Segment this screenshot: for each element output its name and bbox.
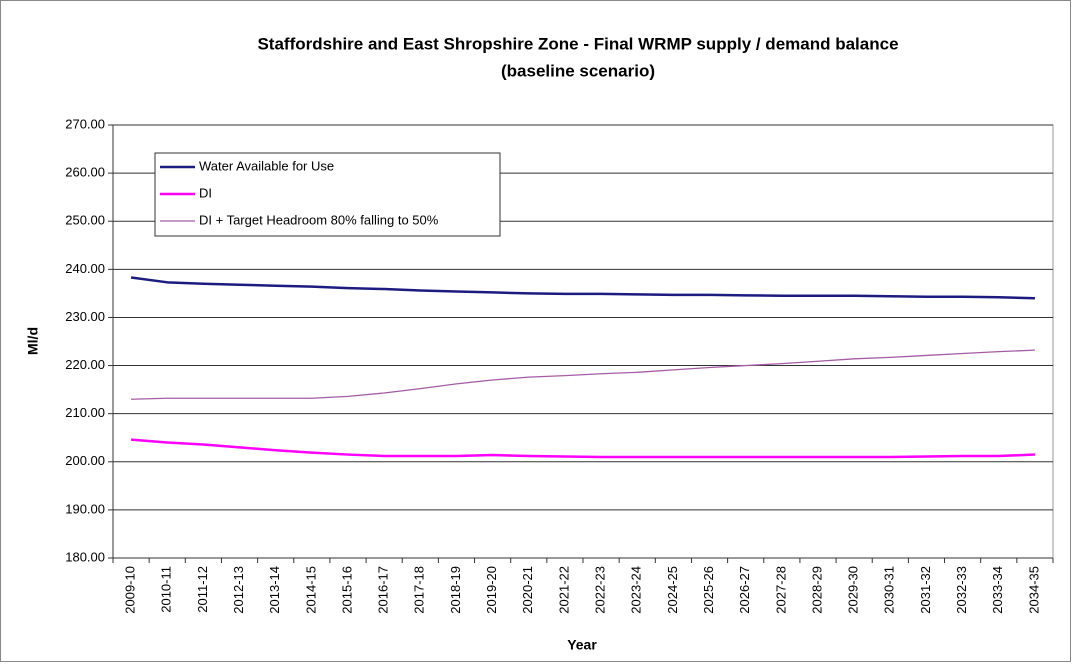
chart-title: Staffordshire and East Shropshire Zone -… [257, 34, 898, 53]
legend-label: Water Available for Use [199, 158, 334, 173]
series-line [131, 349, 1035, 400]
series-line [130, 276, 1035, 300]
x-tick-label: 2027-28 [773, 566, 788, 614]
y-tick-label: 230.00 [65, 309, 105, 324]
y-tick-label: 250.00 [65, 213, 105, 228]
legend-box [154, 152, 501, 237]
x-tick-label: 2013-14 [267, 566, 282, 614]
legend-label: DI [199, 185, 212, 200]
x-tick-label: 2032-33 [954, 566, 969, 614]
x-tick-label: 2033-34 [990, 566, 1005, 614]
y-tick-label: 180.00 [65, 549, 105, 564]
x-tick-label: 2010-11 [159, 566, 174, 613]
x-tick-label: 2009-10 [123, 566, 138, 614]
y-axis-title: Ml/d [25, 327, 41, 355]
y-tick-label: 210.00 [65, 405, 105, 420]
x-tick-label: 2024-25 [665, 566, 680, 614]
x-tick-label: 2021-22 [556, 566, 571, 614]
x-tick-label: 2012-13 [231, 566, 246, 614]
x-tick-label: 2028-29 [809, 566, 824, 614]
x-tick-label: 2030-31 [882, 566, 897, 614]
y-tick-label: 270.00 [65, 116, 105, 131]
x-tick-label: 2034-35 [1026, 566, 1041, 614]
y-tick-label: 190.00 [65, 501, 105, 516]
y-tick-label: 220.00 [65, 357, 105, 372]
y-tick-label: 260.00 [65, 165, 105, 180]
x-tick-label: 2019-20 [484, 566, 499, 614]
x-tick-label: 2018-19 [448, 566, 463, 614]
x-tick-label: 2016-17 [376, 566, 391, 614]
legend-label: DI + Target Headroom 80% falling to 50% [199, 212, 439, 227]
x-tick-label: 2011-12 [195, 566, 210, 613]
series-line [130, 438, 1035, 459]
x-tick-label: 2026-27 [737, 566, 752, 614]
x-tick-label: 2023-24 [629, 566, 644, 614]
chart-subtitle: (baseline scenario) [501, 61, 655, 80]
x-axis-title: Year [567, 637, 597, 653]
x-tick-label: 2029-30 [846, 566, 861, 614]
x-tick-label: 2015-16 [339, 566, 354, 614]
x-tick-label: 2020-21 [520, 566, 535, 614]
y-tick-label: 240.00 [65, 261, 105, 276]
x-tick-label: 2022-23 [593, 566, 608, 614]
x-tick-label: 2014-15 [303, 566, 318, 614]
y-tick-label: 200.00 [65, 453, 105, 468]
x-tick-label: 2031-32 [918, 566, 933, 614]
x-tick-label: 2017-18 [412, 566, 427, 614]
x-tick-label: 2025-26 [701, 566, 716, 614]
